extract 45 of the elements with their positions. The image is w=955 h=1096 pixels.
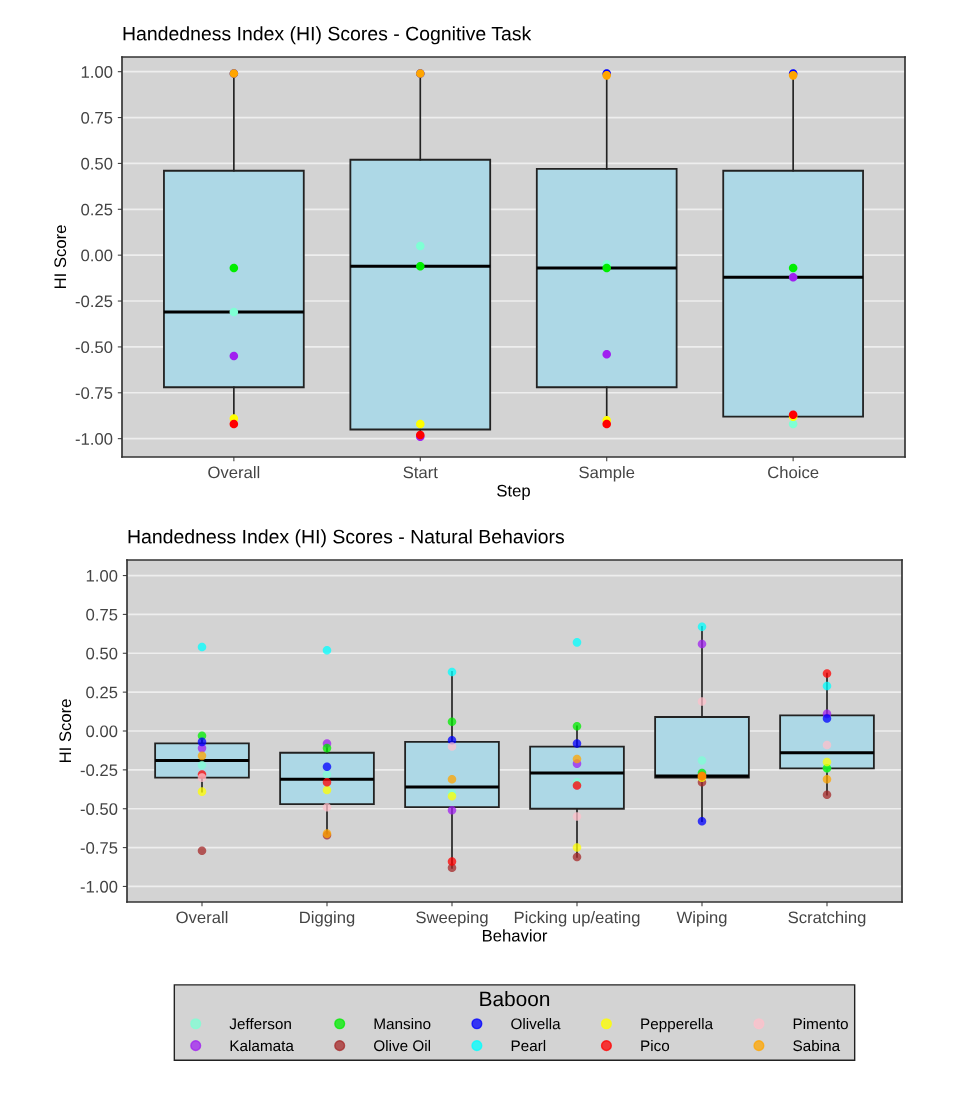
legend-label: Jefferson (229, 1018, 291, 1030)
legend-label: Mansino (374, 1018, 431, 1030)
y-tick-label: -0.75 (80, 841, 118, 854)
y-tick-label: 0.50 (86, 647, 118, 660)
legend-label: Pearl (511, 1039, 546, 1052)
y-tick-label: 1.00 (81, 66, 113, 78)
y-tick-label: -0.50 (80, 803, 118, 815)
legend-label: Olivella (511, 1018, 561, 1030)
x-axis-title: Step (497, 484, 530, 500)
x-tick-label: Digging (300, 911, 355, 927)
y-tick-label: -0.25 (75, 295, 113, 308)
x-tick-label: Choice (768, 466, 819, 479)
y-tick-label: 0.25 (86, 686, 118, 699)
y-tick-label: 1.00 (86, 569, 118, 582)
x-tick-label: Overall (208, 466, 260, 479)
legend-label: Pepperella (641, 1018, 714, 1033)
legend-label: Pico (641, 1039, 670, 1052)
x-tick-label: Picking up/eating (514, 911, 640, 927)
legend-title: Baboon (480, 990, 550, 1007)
chart-title: Handedness Index (HI) Scores - Cognitive Task (123, 26, 532, 45)
y-tick-label: -1.00 (75, 433, 113, 445)
x-tick-label: Overall (176, 911, 228, 924)
y-tick-label: 0.00 (81, 249, 113, 262)
x-tick-label: Sample (579, 466, 635, 482)
x-tick-label: Wiping (676, 911, 727, 927)
y-tick-label: 0.75 (81, 111, 113, 124)
y-tick-label: 0.75 (86, 608, 118, 621)
x-tick-label: Start (403, 466, 438, 479)
legend-label: Kalamata (230, 1039, 294, 1052)
x-axis-title: Behavior (482, 929, 548, 942)
legend-label: Olive Oil (374, 1039, 431, 1052)
y-tick-label: 0.00 (86, 725, 118, 738)
y-tick-label: -0.50 (75, 341, 113, 354)
y-tick-label: 0.50 (81, 157, 113, 170)
y-axis-title: HI Score (59, 699, 72, 763)
y-tick-label: -0.25 (80, 764, 118, 777)
y-tick-label: -0.75 (75, 387, 113, 399)
y-tick-label: -1.00 (80, 880, 118, 893)
y-tick-label: 0.25 (81, 203, 113, 216)
chart-title: Handedness Index (HI) Scores - Natural Behaviors (128, 529, 564, 548)
legend-label: Sabina (793, 1039, 841, 1052)
x-tick-label: Sweeping (416, 911, 488, 927)
y-axis-title: HI Score (54, 225, 67, 289)
x-tick-label: Scratching (788, 911, 866, 927)
legend-label: Pimento (793, 1018, 848, 1030)
